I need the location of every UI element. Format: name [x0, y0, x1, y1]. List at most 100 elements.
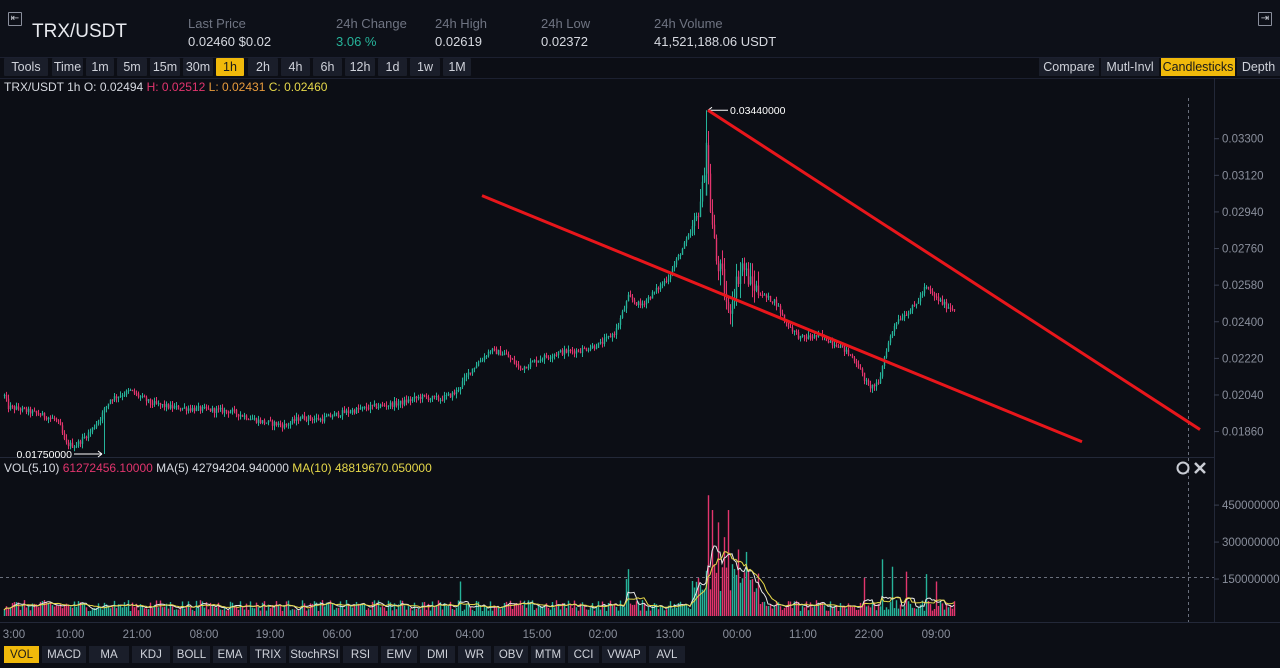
candle-body: [109, 399, 112, 404]
volume-bar: [255, 602, 258, 616]
candle-body: [445, 395, 448, 397]
interval-6h-button[interactable]: 6h: [313, 58, 342, 76]
candle-body: [893, 326, 896, 332]
candle-body: [43, 412, 46, 418]
volume-bar: [641, 600, 644, 616]
indicator-rsi-tab[interactable]: RSI: [343, 646, 378, 663]
volume-bar: [493, 605, 496, 616]
indicator-wr-tab[interactable]: WR: [458, 646, 491, 663]
candle-body: [333, 413, 336, 417]
candle-body: [787, 322, 790, 327]
volume-bar: [849, 605, 852, 616]
candle-body: [851, 355, 854, 358]
candle-body: [343, 410, 346, 413]
interval-2h-button[interactable]: 2h: [248, 58, 278, 76]
volume-bar: [801, 605, 804, 616]
candle-body: [341, 410, 344, 416]
indicator-ma-tab[interactable]: MA: [89, 646, 129, 663]
candle-body: [745, 268, 748, 270]
interval-1d-button[interactable]: 1d: [378, 58, 407, 76]
indicator-vol-tab[interactable]: VOL: [4, 646, 39, 663]
candle-body: [231, 409, 234, 412]
volume-bar: [791, 608, 794, 616]
indicator-trix-tab[interactable]: TRIX: [250, 646, 286, 663]
volume-bar: [867, 605, 870, 616]
volume-bar: [165, 603, 168, 616]
candle-body: [875, 382, 878, 387]
interval-time-button[interactable]: Time: [52, 58, 83, 76]
candle-body: [173, 406, 176, 409]
indicator-vwap-tab[interactable]: VWAP: [602, 646, 646, 663]
volume-bar: [131, 602, 134, 616]
indicator-mtm-tab[interactable]: MTM: [531, 646, 565, 663]
volume-bar: [705, 570, 708, 616]
interval-1m-button[interactable]: 1M: [443, 58, 471, 76]
candle-body: [555, 354, 558, 356]
volume-bar: [361, 603, 364, 616]
indicator-stochrsi-tab[interactable]: StochRSI: [289, 646, 340, 663]
indicator-emv-tab[interactable]: EMV: [381, 646, 417, 663]
interval-30m-button[interactable]: 30m: [183, 58, 213, 76]
candle-body: [57, 420, 60, 422]
candle-body: [403, 399, 406, 405]
interval-1w-button[interactable]: 1w: [410, 58, 440, 76]
volume-bar: [299, 608, 302, 616]
candle-body: [737, 276, 740, 285]
close-icon[interactable]: [1194, 462, 1206, 474]
indicator-tabs: VOL MACD MA KDJ BOLL EMA TRIX StochRSI RSI EMV DMI…: [0, 646, 1280, 664]
interval-12h-button[interactable]: 12h: [345, 58, 375, 76]
time-tick-label: 08:00: [190, 629, 219, 641]
candle-body: [67, 442, 70, 447]
view-compare-button[interactable]: Compare: [1039, 58, 1099, 76]
candle-body: [759, 294, 762, 296]
indicator-cci-tab[interactable]: CCI: [568, 646, 599, 663]
volume-bar: [937, 605, 940, 616]
candle-body: [437, 396, 440, 400]
candle-body: [675, 259, 678, 265]
candle-body: [853, 357, 856, 362]
volume-bar: [89, 610, 92, 616]
view-candlesticks-button[interactable]: Candlesticks: [1161, 58, 1235, 76]
candle-body: [829, 340, 832, 343]
expand-right-icon[interactable]: ⇥: [1258, 12, 1272, 26]
indicator-dmi-tab[interactable]: DMI: [420, 646, 455, 663]
volume-bar: [939, 601, 942, 616]
candle-body: [711, 211, 714, 225]
volume-bar: [857, 609, 860, 616]
volume-bar: [171, 606, 174, 616]
volume-bar: [49, 603, 52, 616]
volume-bar: [75, 606, 78, 616]
indicator-ema-tab[interactable]: EMA: [213, 646, 247, 663]
interval-5m-button[interactable]: 5m: [117, 58, 147, 76]
indicator-obv-tab[interactable]: OBV: [494, 646, 528, 663]
candle-body: [837, 346, 840, 348]
indicator-boll-tab[interactable]: BOLL: [173, 646, 210, 663]
interval-15m-button[interactable]: 15m: [150, 58, 180, 76]
interval-tools-button[interactable]: Tools: [4, 58, 48, 76]
candle-body: [469, 372, 472, 374]
interval-4h-button[interactable]: 4h: [281, 58, 310, 76]
view-depth-button[interactable]: Depth: [1237, 58, 1280, 76]
volume-bar: [731, 564, 734, 616]
interval-1h-button[interactable]: 1h: [216, 58, 244, 76]
collapse-left-icon[interactable]: ⇤: [8, 12, 22, 26]
volume-bar: [225, 610, 228, 616]
volume-bar: [665, 609, 668, 616]
volume-bar: [821, 601, 824, 616]
volume-bar: [155, 600, 158, 616]
volume-bar: [21, 605, 24, 616]
interval-1m-button[interactable]: 1m: [86, 58, 114, 76]
candle-body: [539, 359, 542, 361]
indicator-kdj-tab[interactable]: KDJ: [132, 646, 170, 663]
candle-body: [425, 396, 428, 398]
indicator-avl-tab[interactable]: AVL: [649, 646, 685, 663]
volume-bar: [605, 610, 608, 616]
candle-body: [623, 308, 626, 312]
indicator-macd-tab[interactable]: MACD: [42, 646, 86, 663]
candle-body: [799, 335, 802, 339]
volume-bar: [767, 606, 770, 616]
view-mutl-invl-button[interactable]: Mutl-Invl: [1101, 58, 1159, 76]
volume-bar: [901, 609, 904, 616]
settings-icon[interactable]: [1176, 461, 1190, 475]
